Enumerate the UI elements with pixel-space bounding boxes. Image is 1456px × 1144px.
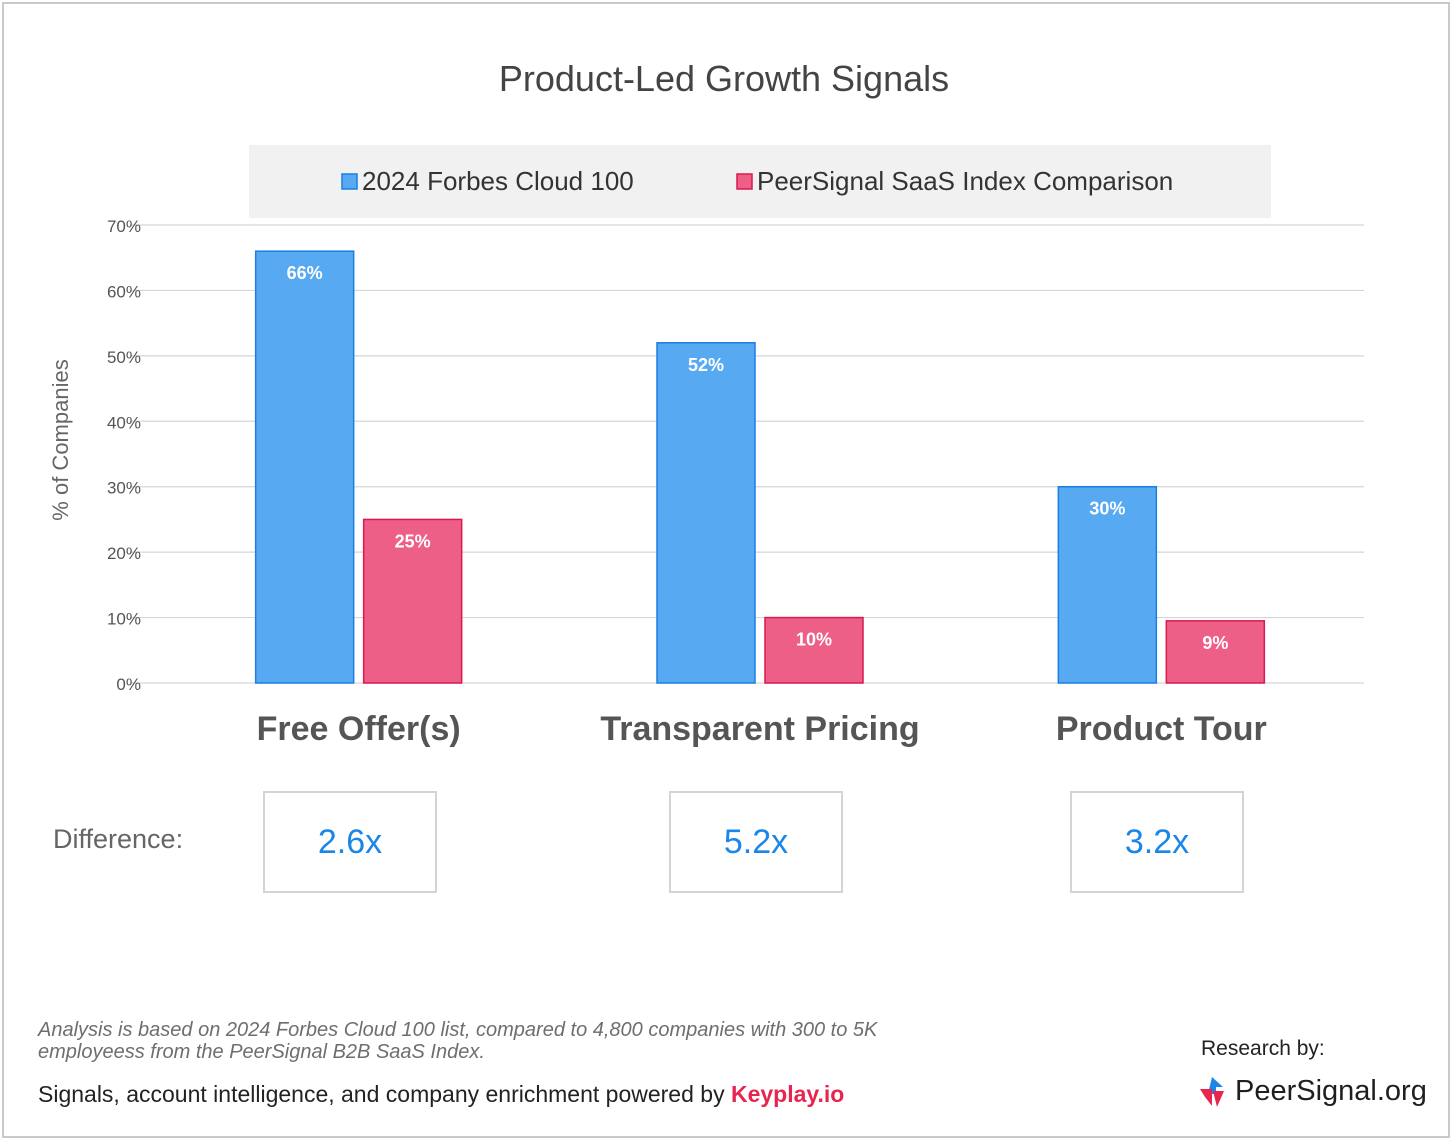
- peersignal-logo-icon: [1200, 1076, 1224, 1107]
- analysis-note: Analysis is based on 2024 Forbes Cloud 1…: [38, 1019, 878, 1063]
- peersignal-logo[interactable]: PeerSignal.org: [1197, 1075, 1427, 1108]
- y-tick-label: 60%: [107, 282, 141, 301]
- legend-label-peersignal: PeerSignal SaaS Index Comparison: [757, 166, 1173, 196]
- difference-box-product-tour: 3.2x: [1070, 791, 1244, 893]
- legend-background: [249, 145, 1271, 218]
- data-label: 25%: [395, 531, 431, 551]
- difference-box-transparent-pricing: 5.2x: [669, 791, 843, 893]
- bar-chart: Product-Led Growth Signals 2024 Forbes C…: [48, 58, 1364, 748]
- y-tick-label: 40%: [107, 413, 141, 432]
- difference-value: 3.2x: [1124, 822, 1190, 861]
- category-label: Free Offer(s): [257, 710, 461, 748]
- y-tick-label: 70%: [107, 217, 141, 236]
- bar: [764, 616, 864, 684]
- difference-value: 5.2x: [723, 822, 789, 861]
- category-label: Transparent Pricing: [600, 710, 919, 748]
- legend-swatch-forbes: [341, 173, 358, 190]
- data-label: 9%: [1202, 633, 1228, 653]
- category-labels: Free Offer(s) Transparent Pricing Product …: [257, 710, 1267, 748]
- difference-value: 2.6x: [317, 822, 383, 861]
- difference-box-free-offer: 2.6x: [263, 791, 437, 893]
- y-axis-title: % of Companies: [48, 359, 73, 520]
- category-label: Product Tour: [1056, 710, 1267, 748]
- y-tick-label: 10%: [107, 610, 141, 629]
- data-label: 52%: [688, 355, 724, 375]
- research-by-label: Research by:: [1201, 1037, 1325, 1060]
- y-tick-labels: 0% 10% 20% 30% 40% 50% 60% 70%: [107, 217, 141, 694]
- difference-label: Difference:: [53, 824, 184, 854]
- bar: [656, 342, 756, 684]
- y-tick-label: 50%: [107, 348, 141, 367]
- y-tick-label: 20%: [107, 544, 141, 563]
- y-tick-label: 0%: [116, 675, 141, 694]
- data-label: 10%: [796, 630, 832, 650]
- peersignal-logo-text: PeerSignal.org: [1235, 1075, 1427, 1107]
- bar: [1057, 485, 1158, 684]
- bars: 66% 25% 52% 10% 30% 9%: [254, 250, 1266, 684]
- powered-by-text: Signals, account intelligence, and compa…: [38, 1081, 731, 1107]
- bar: [362, 518, 463, 684]
- bar: [254, 250, 355, 684]
- y-tick-label: 30%: [107, 479, 141, 498]
- data-label: 30%: [1089, 499, 1125, 519]
- data-label: 66%: [287, 263, 323, 283]
- bar: [1165, 620, 1266, 684]
- legend-label-forbes: 2024 Forbes Cloud 100: [362, 166, 634, 196]
- legend-swatch-peersignal: [736, 173, 753, 190]
- chart-title: Product-Led Growth Signals: [499, 58, 949, 99]
- keyplay-link[interactable]: Keyplay.io: [730, 1081, 845, 1107]
- powered-by-line: Signals, account intelligence, and compa…: [38, 1081, 844, 1108]
